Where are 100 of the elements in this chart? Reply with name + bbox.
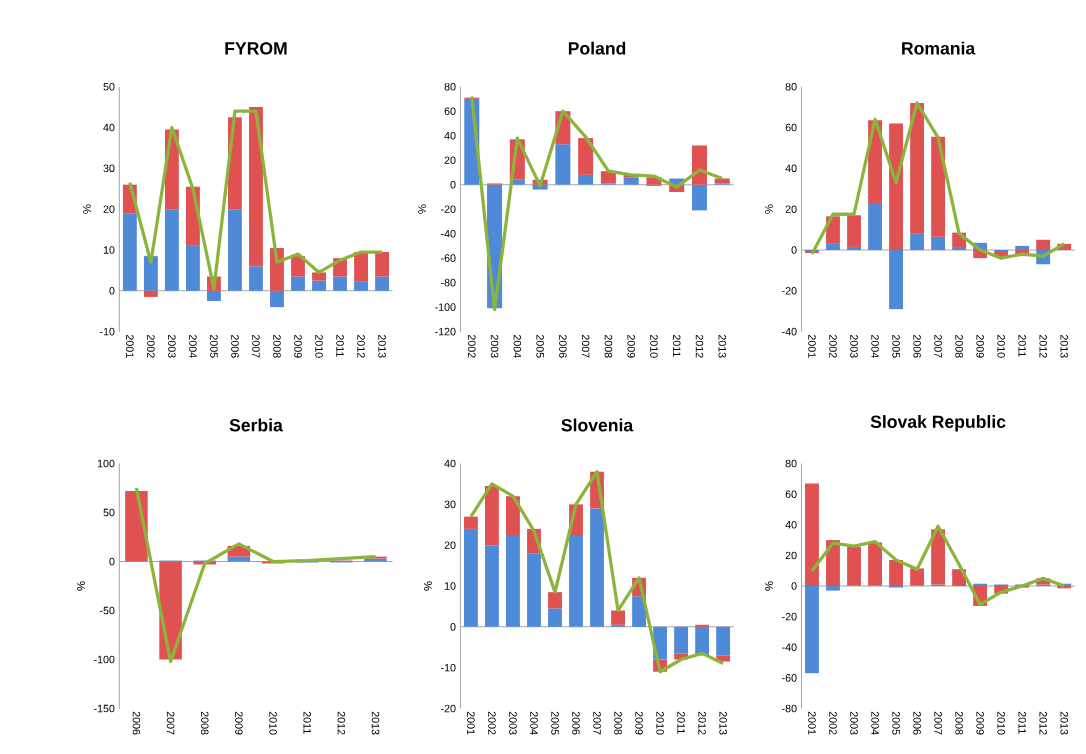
y-tick-label: 80 [785, 459, 797, 468]
x-tick-label: 2007 [934, 711, 942, 735]
x-tick-label: 2004 [189, 335, 197, 358]
y-tick-label: -60 [441, 254, 456, 263]
x-tick-label: 2007 [166, 711, 175, 735]
x-tick-label: 2012 [337, 711, 346, 735]
chart-title: Romania [902, 41, 976, 55]
x-tick-label: 2003 [850, 335, 858, 358]
y-tick-label: 20 [444, 156, 456, 165]
x-tick-label: 2008 [273, 335, 281, 358]
x-tick-label: 2013 [378, 335, 386, 358]
x-tick-label: 2001 [126, 335, 134, 358]
chart-title: FYROM [225, 42, 287, 55]
y-tick-label: 0 [109, 287, 115, 295]
x-tick-label: 2005 [536, 335, 544, 358]
y-axis-title: % [418, 204, 426, 214]
x-tick-label: 2010 [997, 335, 1005, 358]
y-tick-label: -20 [782, 613, 797, 621]
x-tick-label: 2013 [719, 711, 727, 735]
y-tick-label: -10 [99, 328, 115, 336]
y-tick-label: 40 [103, 123, 115, 132]
x-tick-label: 2009 [976, 711, 984, 735]
y-tick-label: 40 [444, 459, 456, 468]
x-tick-label: 2002 [829, 335, 837, 358]
x-tick-label: 2003 [168, 335, 176, 358]
x-tick-label: 2005 [210, 335, 218, 358]
y-tick-label: 20 [444, 541, 456, 550]
y-axis-title: % [424, 581, 432, 591]
x-tick-label: 2013 [718, 335, 727, 358]
x-tick-label: 2009 [294, 335, 302, 358]
y-tick-label: -80 [441, 279, 456, 287]
y-tick-label: 60 [444, 107, 456, 116]
y-tick-label: 0 [109, 557, 115, 566]
y-tick-label: -40 [441, 230, 456, 238]
y-tick-label: -100 [94, 655, 115, 664]
x-tick-label: 2006 [231, 335, 239, 358]
y-tick-label: 50 [103, 508, 115, 517]
x-tick-label: 2010 [650, 335, 658, 358]
y-tick-label: -50 [99, 606, 115, 615]
x-tick-label: 2006 [572, 711, 580, 735]
x-tick-label: 2003 [490, 335, 499, 358]
x-tick-label: 2007 [581, 335, 590, 358]
y-tick-label: 100 [97, 459, 115, 468]
y-tick-label: 10 [444, 582, 456, 590]
y-tick-label: -20 [782, 287, 797, 295]
x-tick-label: 2008 [604, 335, 613, 358]
x-tick-label: 2012 [357, 335, 365, 358]
y-tick-label: -120 [435, 328, 456, 336]
x-tick-label: 2009 [627, 335, 635, 358]
x-tick-label: 2010 [656, 711, 664, 735]
x-tick-label: 2001 [467, 711, 475, 735]
x-tick-label: 2001 [808, 711, 816, 735]
x-tick-label: 2012 [698, 711, 706, 735]
x-tick-label: 2006 [132, 711, 141, 735]
y-tick-label: 40 [444, 132, 456, 140]
y-tick-label: -40 [782, 328, 797, 336]
y-tick-label: 40 [785, 164, 797, 173]
y-tick-label: -40 [782, 643, 797, 652]
x-tick-label: 2011 [1018, 335, 1026, 357]
y-axis-title: % [82, 204, 91, 214]
x-tick-label: 2007 [934, 335, 942, 358]
y-tick-label: 20 [103, 205, 115, 214]
y-tick-label: 50 [103, 83, 115, 91]
y-axis-title: % [77, 581, 85, 591]
x-tick-label: 2002 [488, 711, 496, 735]
y-tick-label: 80 [444, 83, 456, 91]
y-tick-label: -80 [782, 704, 797, 713]
y-tick-label: 40 [785, 521, 797, 529]
x-tick-label: 2002 [147, 335, 155, 358]
y-tick-label: 30 [103, 164, 115, 173]
y-axis-title: % [765, 204, 773, 214]
x-tick-label: 2011 [672, 335, 681, 357]
x-tick-label: 2012 [1039, 711, 1047, 735]
x-tick-label: 2008 [955, 335, 963, 358]
x-tick-label: 2009 [635, 711, 643, 735]
y-tick-label: 0 [791, 246, 797, 254]
x-tick-label: 2009 [976, 335, 984, 358]
chart-title: Slovak Republic [870, 415, 1006, 432]
chart-title: Serbia [229, 418, 283, 432]
x-tick-label: 2003 [509, 711, 517, 735]
y-tick-label: 10 [103, 246, 115, 254]
y-tick-label: 60 [785, 490, 797, 499]
x-tick-label: 2008 [955, 711, 963, 735]
x-tick-label: 2004 [513, 335, 522, 358]
x-tick-label: 2003 [850, 711, 858, 735]
y-axis-title: % [765, 581, 773, 591]
x-tick-label: 2006 [559, 335, 567, 358]
y-tick-label: -100 [435, 303, 456, 312]
x-tick-label: 2009 [235, 711, 243, 735]
chart-title: Poland [568, 41, 626, 55]
y-tick-label: -60 [782, 674, 797, 682]
x-tick-label: 2001 [808, 335, 816, 358]
x-tick-label: 2012 [1039, 335, 1047, 358]
x-tick-label: 2005 [551, 711, 559, 735]
y-tick-label: 20 [785, 551, 797, 560]
y-tick-label: 60 [785, 123, 797, 132]
x-tick-label: 2004 [871, 335, 879, 358]
x-tick-label: 2007 [593, 711, 601, 735]
y-tick-label: -20 [441, 704, 456, 713]
y-tick-label: 80 [785, 83, 797, 91]
